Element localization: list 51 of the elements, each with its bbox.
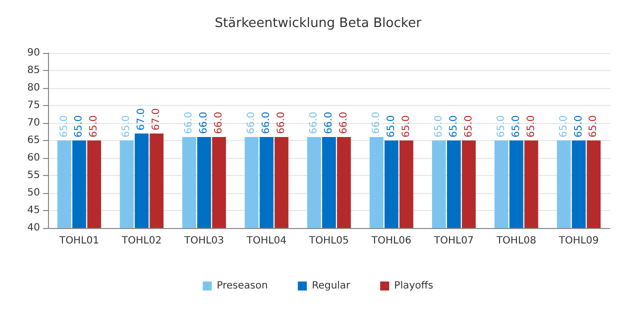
x-tick-label: TOHL01 — [58, 236, 100, 246]
x-tick-label: TOHL03 — [183, 236, 224, 246]
data-label: 66.0 — [261, 112, 272, 134]
chart-title: Stärkeentwicklung Beta Blocker — [214, 16, 422, 31]
data-label: 65.0 — [510, 115, 522, 138]
x-tick-label: TOHL04 — [246, 236, 286, 246]
data-label: 65.0 — [88, 115, 100, 138]
data-label: 66.0 — [371, 112, 382, 134]
data-label: 66.0 — [198, 112, 210, 134]
y-tick-label: 40 — [27, 222, 40, 234]
data-label: 65.0 — [496, 115, 507, 138]
legend-label: Regular — [312, 280, 352, 292]
data-label: 65.0 — [463, 115, 474, 138]
x-tick-label: TOHL06 — [370, 236, 412, 246]
data-label: 65.0 — [433, 115, 444, 138]
data-label: 65.0 — [526, 115, 537, 138]
y-tick-label: 65 — [27, 135, 40, 146]
data-label: 65.0 — [121, 115, 132, 138]
x-tick-label: TOHL02 — [120, 236, 162, 246]
data-label: 66.0 — [338, 112, 350, 134]
data-label: 66.0 — [184, 112, 195, 134]
data-label: 65.0 — [400, 115, 412, 138]
data-label: 66.0 — [276, 112, 287, 134]
data-label: 65.0 — [74, 115, 85, 138]
x-tick-label: TOHL08 — [495, 236, 536, 246]
y-tick-label: 75 — [27, 100, 40, 111]
y-tick-label: 85 — [27, 65, 40, 76]
y-tick-label: 45 — [27, 205, 40, 216]
legend-label: Preseason — [216, 280, 268, 292]
data-label: 65.0 — [573, 115, 584, 138]
y-tick-label: 55 — [27, 170, 40, 181]
data-label: 65.0 — [448, 115, 460, 138]
x-tick-label: TOHL09 — [558, 236, 599, 246]
data-label: 66.0 — [246, 112, 258, 134]
data-label: 65.0 — [386, 115, 397, 138]
data-label: 65.0 — [588, 115, 600, 138]
data-label: 67.0 — [151, 108, 162, 130]
data-label: 65.0 — [58, 115, 70, 138]
y-tick-label: 70 — [27, 118, 40, 128]
y-tick-label: 50 — [27, 188, 40, 198]
data-label: 65.0 — [558, 115, 570, 138]
x-tick-label: TOHL05 — [308, 236, 349, 246]
y-tick-label: 60 — [27, 152, 40, 164]
data-label: 67.0 — [136, 108, 148, 130]
data-label: 66.0 — [214, 112, 225, 134]
legend-label: Playoffs — [394, 280, 434, 292]
y-tick-label: 90 — [27, 48, 40, 58]
x-tick-label: TOHL07 — [432, 236, 474, 246]
data-label: 66.0 — [308, 112, 320, 134]
data-label: 66.0 — [324, 112, 334, 134]
y-tick-label: 80 — [27, 82, 40, 94]
